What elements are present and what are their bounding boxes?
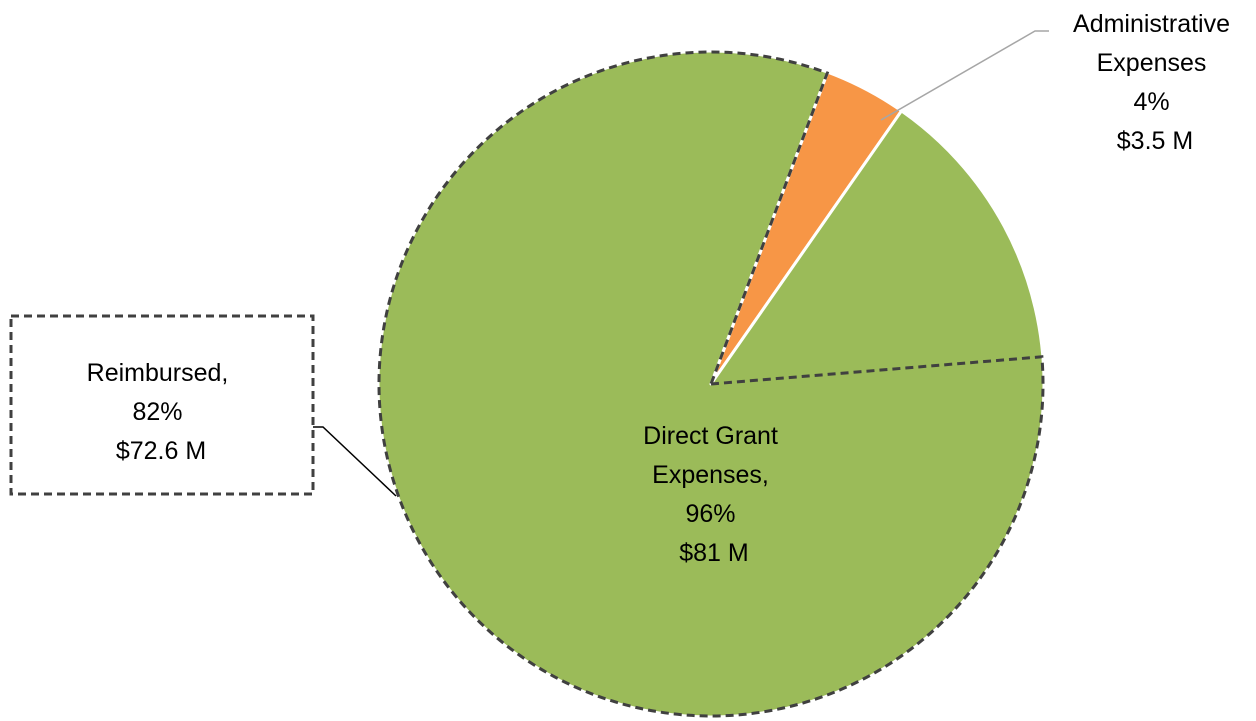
administrative-leader-line <box>880 30 1049 121</box>
reimbursed-dashed-outline <box>377 50 1045 718</box>
reimbursed-leader-line <box>313 426 397 497</box>
reimbursed-label: Reimbursed, 82% $72.6 M <box>87 359 236 465</box>
direct-grant-label: Direct Grant Expenses, 96% $81 M <box>643 422 785 567</box>
administrative-label: Administrative Expenses 4% $3.5 M <box>1073 10 1237 155</box>
reimbursed-outline <box>377 50 1045 718</box>
reimbursed-callout-box <box>9 314 315 496</box>
